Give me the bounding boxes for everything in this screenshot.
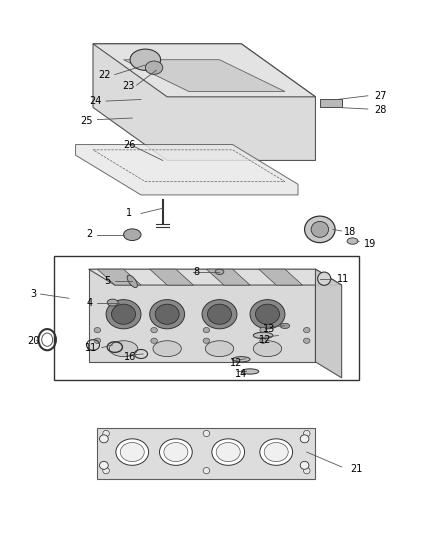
Ellipse shape <box>99 462 108 470</box>
Text: 11: 11 <box>85 343 97 353</box>
Ellipse shape <box>215 269 223 274</box>
Text: 19: 19 <box>363 239 375 249</box>
Ellipse shape <box>216 442 240 462</box>
Ellipse shape <box>317 272 330 285</box>
Ellipse shape <box>163 442 187 462</box>
Ellipse shape <box>253 341 281 357</box>
Ellipse shape <box>346 238 357 244</box>
Ellipse shape <box>300 462 308 470</box>
Text: 3: 3 <box>30 289 36 299</box>
Ellipse shape <box>94 338 100 343</box>
Ellipse shape <box>241 369 258 374</box>
Text: 26: 26 <box>123 140 136 150</box>
Ellipse shape <box>99 435 108 443</box>
Text: 5: 5 <box>104 276 110 286</box>
Ellipse shape <box>203 327 209 333</box>
Ellipse shape <box>203 430 209 437</box>
Polygon shape <box>93 44 315 160</box>
Text: 14: 14 <box>234 369 247 378</box>
Text: 24: 24 <box>89 96 102 106</box>
Ellipse shape <box>109 341 138 357</box>
Ellipse shape <box>127 275 137 287</box>
Polygon shape <box>315 269 341 378</box>
Ellipse shape <box>303 327 309 333</box>
Ellipse shape <box>259 338 266 343</box>
Ellipse shape <box>232 357 250 362</box>
Text: 13: 13 <box>262 324 275 334</box>
Polygon shape <box>123 60 284 92</box>
Text: 2: 2 <box>87 229 93 239</box>
Ellipse shape <box>145 61 162 74</box>
Ellipse shape <box>102 430 109 437</box>
Ellipse shape <box>94 327 100 333</box>
Text: 22: 22 <box>98 70 110 79</box>
Ellipse shape <box>205 341 233 357</box>
Ellipse shape <box>155 304 179 324</box>
Text: 25: 25 <box>80 116 93 126</box>
Ellipse shape <box>152 341 181 357</box>
Polygon shape <box>93 44 315 97</box>
Ellipse shape <box>250 300 284 329</box>
Ellipse shape <box>106 300 141 329</box>
Polygon shape <box>88 269 315 362</box>
Text: 20: 20 <box>28 336 40 346</box>
Ellipse shape <box>130 49 160 70</box>
Ellipse shape <box>311 221 328 237</box>
Polygon shape <box>97 428 315 479</box>
Ellipse shape <box>116 439 148 465</box>
Polygon shape <box>88 269 341 285</box>
Polygon shape <box>206 269 250 285</box>
Ellipse shape <box>201 300 237 329</box>
Ellipse shape <box>207 304 231 324</box>
Polygon shape <box>319 100 341 108</box>
Ellipse shape <box>279 323 289 328</box>
Polygon shape <box>258 269 302 285</box>
Text: 1: 1 <box>126 208 132 219</box>
Ellipse shape <box>203 338 209 343</box>
Ellipse shape <box>303 430 309 437</box>
Text: 18: 18 <box>343 227 355 237</box>
Text: 4: 4 <box>87 297 93 308</box>
Ellipse shape <box>149 300 184 329</box>
Ellipse shape <box>150 327 157 333</box>
Ellipse shape <box>120 442 144 462</box>
Ellipse shape <box>300 435 308 443</box>
Ellipse shape <box>107 299 118 306</box>
Text: 21: 21 <box>350 464 362 474</box>
Text: 8: 8 <box>193 267 199 277</box>
Ellipse shape <box>253 332 272 338</box>
Ellipse shape <box>111 304 135 324</box>
Ellipse shape <box>203 467 209 474</box>
Text: 16: 16 <box>123 352 135 361</box>
Text: 12: 12 <box>230 358 242 368</box>
Ellipse shape <box>304 216 334 243</box>
Ellipse shape <box>303 467 309 474</box>
Ellipse shape <box>259 439 292 465</box>
Text: 27: 27 <box>374 91 386 101</box>
Polygon shape <box>149 269 193 285</box>
Ellipse shape <box>159 439 192 465</box>
Ellipse shape <box>150 338 157 343</box>
Text: 23: 23 <box>122 81 134 91</box>
Polygon shape <box>75 144 297 195</box>
Ellipse shape <box>255 304 279 324</box>
Ellipse shape <box>123 229 141 240</box>
Ellipse shape <box>303 338 309 343</box>
Text: 12: 12 <box>258 335 271 345</box>
Ellipse shape <box>259 327 266 333</box>
Ellipse shape <box>212 439 244 465</box>
Ellipse shape <box>102 467 109 474</box>
Text: 28: 28 <box>374 105 386 115</box>
Text: 11: 11 <box>336 273 349 284</box>
Polygon shape <box>97 269 141 285</box>
Ellipse shape <box>264 442 288 462</box>
